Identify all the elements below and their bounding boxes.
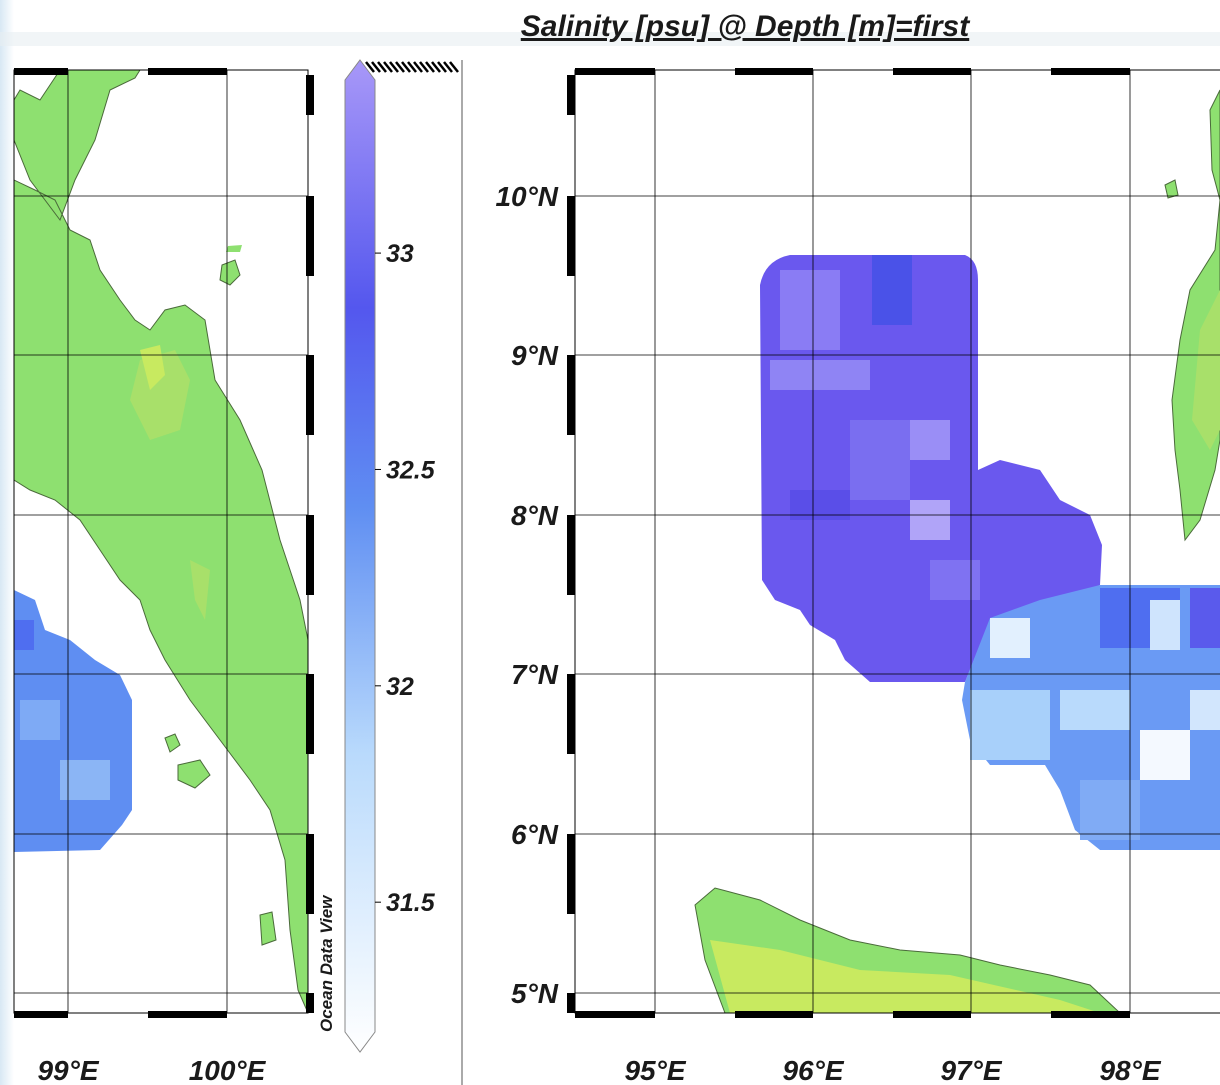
right-lon-label: 95°E xyxy=(624,1055,686,1085)
right-lat-label: 8°N xyxy=(511,500,559,531)
right-lat-label: 9°N xyxy=(511,340,559,371)
odv-watermark: Ocean Data View xyxy=(317,894,336,1032)
colorbar-body xyxy=(345,60,375,1052)
right-lon-label: 98°E xyxy=(1099,1055,1161,1085)
left-map-panel xyxy=(14,70,308,1013)
left-island-2 xyxy=(226,245,242,252)
right-map-panel xyxy=(575,70,1220,1013)
colorbar-tick-label: 32.5 xyxy=(386,456,436,484)
plot-title: Salinity [psu] @ Depth [m]=first xyxy=(521,10,971,43)
right-lat-label: 7°N xyxy=(511,659,559,690)
colorbar-tick-label: 33 xyxy=(386,240,414,268)
colorbar-tick-label: 31.5 xyxy=(386,889,436,917)
right-lat-label: 10°N xyxy=(495,181,558,212)
right-lat-label: 6°N xyxy=(511,819,559,850)
right-lat-label: 5°N xyxy=(511,978,559,1009)
right-lon-label: 97°E xyxy=(940,1055,1002,1085)
left-frame-shade xyxy=(0,0,14,1085)
left-lon-label-100: 100°E xyxy=(189,1055,267,1085)
right-lon-label: 96°E xyxy=(782,1055,844,1085)
left-lon-label-99: 99°E xyxy=(37,1055,99,1085)
colorbar-tick-label: 32 xyxy=(386,673,414,701)
